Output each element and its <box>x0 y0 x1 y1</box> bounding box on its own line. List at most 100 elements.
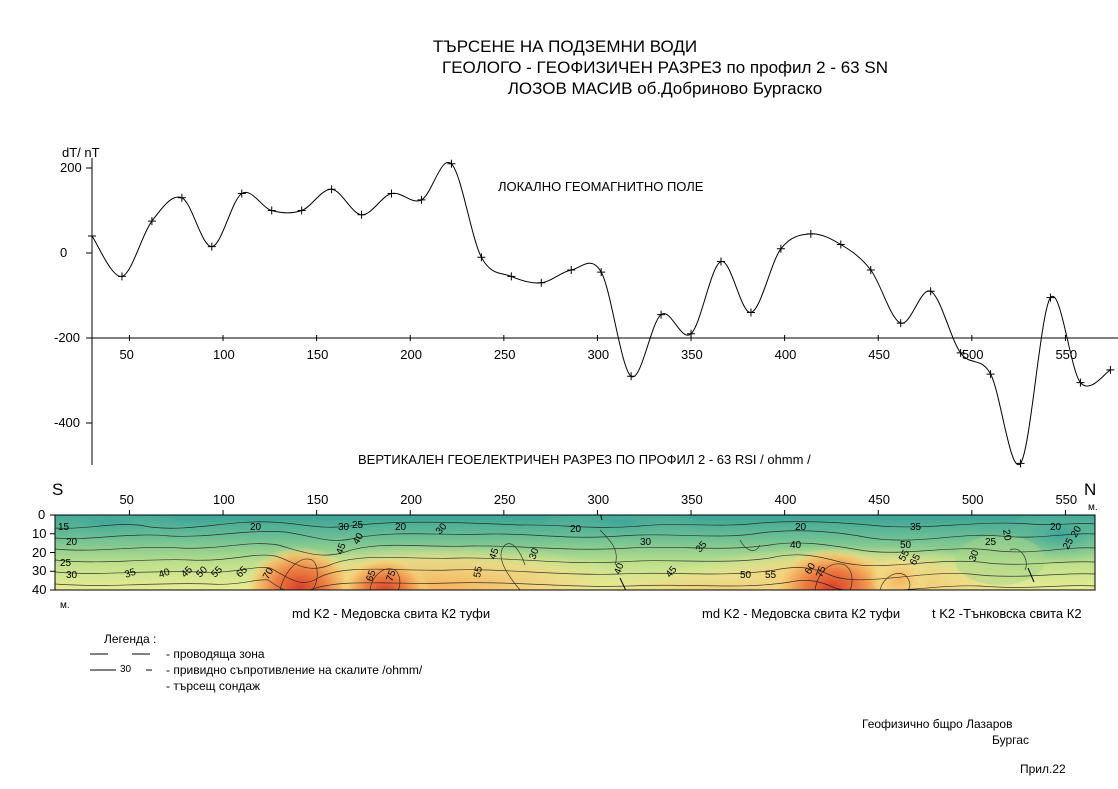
magnetic-point <box>447 159 456 168</box>
footer-city: Бургас <box>992 733 1029 747</box>
magnetic-point <box>537 278 546 287</box>
legend-item-resistivity: - привидно съпротивление на скалите /ohm… <box>166 663 423 677</box>
svg-text:40: 40 <box>612 561 626 576</box>
svg-text:40: 40 <box>157 567 172 581</box>
legend-item-borehole: - търсещ сондаж <box>166 679 261 693</box>
svg-text:20: 20 <box>1069 524 1084 540</box>
formation-label-2: md K2 - Медовска свита К2 туфи <box>702 606 901 621</box>
section-y-tick-label: 40 <box>32 582 47 597</box>
magnetic-point <box>567 266 576 274</box>
section-x-tick-label: 100 <box>213 492 235 507</box>
svg-text:30: 30 <box>338 522 350 533</box>
svg-text:20: 20 <box>1050 522 1062 533</box>
svg-text:40: 40 <box>351 531 366 547</box>
section-x-tick-label: 300 <box>587 492 610 507</box>
magnetic-point <box>1106 365 1115 374</box>
svg-text:20: 20 <box>795 522 807 533</box>
title-line-2: ГЕОЛОГО - ГЕОФИЗИЧЕН РАЗРЕЗ по профил 2 … <box>442 58 888 77</box>
section-title: ВЕРТИКАЛЕН ГЕОЕЛЕКТРИЧЕН РАЗРЕЗ ПО ПРОФИ… <box>358 452 811 467</box>
magnetic-x-tick-label: 300 <box>587 347 610 362</box>
footer-appendix: Прил.22 <box>1020 762 1066 776</box>
svg-text:30: 30 <box>967 548 981 563</box>
svg-text:65: 65 <box>364 568 378 583</box>
magnetic-x-tick-label: 250 <box>493 347 516 362</box>
svg-text:35: 35 <box>123 567 138 581</box>
magnetic-x-tick-label: 350 <box>681 347 703 362</box>
svg-text:60: 60 <box>803 561 818 577</box>
magnetic-point <box>776 244 785 253</box>
svg-text:50: 50 <box>900 540 912 551</box>
footer-org: Геофизично бщро Лазаров <box>862 717 1013 731</box>
svg-text:20: 20 <box>66 537 78 548</box>
magnetic-point <box>417 195 426 204</box>
svg-text:25: 25 <box>985 537 997 548</box>
svg-text:45: 45 <box>334 541 348 556</box>
magnetic-point <box>597 268 606 277</box>
svg-text:20: 20 <box>570 524 582 535</box>
legend-item-conductive: - проводяща зона <box>166 647 265 661</box>
svg-text:15: 15 <box>58 522 70 533</box>
section-x-tick-label: 450 <box>868 492 890 507</box>
section-y-tick-label: 0 <box>38 507 46 522</box>
magnetic-point <box>806 229 815 238</box>
section-x-tick-label: 150 <box>306 492 329 507</box>
svg-text:65: 65 <box>908 552 923 568</box>
magnetic-point <box>986 370 995 379</box>
magnetic-point <box>896 319 905 328</box>
magnetic-x-tick-label: 100 <box>213 347 235 362</box>
title-line-3: ЛОЗОВ МАСИВ об.Добриново Бургаско <box>507 79 823 98</box>
legend-contour-sample: 30 <box>120 664 132 675</box>
svg-text:40: 40 <box>790 540 802 551</box>
magnetic-point <box>716 257 725 266</box>
resistivity-section: 15 20 25 30 35 40 45 50 55 65 70 20 30 2… <box>55 515 1095 590</box>
section-ticks <box>50 510 1066 591</box>
magnetic-x-tick-label: 200 <box>400 347 422 362</box>
magnetic-y-tick-label: -400 <box>54 415 81 430</box>
magnetic-point <box>956 348 965 357</box>
svg-text:30: 30 <box>527 546 541 561</box>
magnetic-ylabel: dT/ nT <box>62 145 100 160</box>
svg-text:25: 25 <box>352 520 364 531</box>
svg-text:75: 75 <box>814 564 828 579</box>
magnetic-point <box>657 310 666 319</box>
section-y-tick-label: 30 <box>32 563 47 579</box>
magnetic-x-tick-label: 400 <box>774 347 797 362</box>
magnetic-point <box>477 253 486 262</box>
section-x-unit: м. <box>1088 502 1098 513</box>
svg-text:20: 20 <box>250 522 262 533</box>
magnetic-point <box>147 217 156 226</box>
magnetic-point <box>627 372 636 381</box>
formation-label-3: t K2 -Тънковска свита К2 <box>932 606 1082 621</box>
section-y-tick-label: 10 <box>32 525 47 541</box>
magnetic-point <box>88 232 96 240</box>
magnetic-axes <box>91 158 1118 465</box>
magnetic-point <box>387 189 396 198</box>
section-x-tick-label: 50 <box>119 492 134 507</box>
magnetic-x-tick-label: 550 <box>1055 347 1078 362</box>
magnetic-point <box>327 185 336 194</box>
magnetic-x-tick-label: 150 <box>306 347 329 362</box>
magnetic-x-tick-label: 500 <box>961 347 984 362</box>
svg-text:55: 55 <box>472 565 485 578</box>
legend-title: Легенда : <box>104 632 157 646</box>
magnetic-point <box>117 272 126 281</box>
svg-text:55: 55 <box>897 548 912 564</box>
magnetic-point <box>1076 378 1085 387</box>
section-x-tick-label: 350 <box>681 492 703 507</box>
magnetic-y-tick-label: 200 <box>60 160 82 175</box>
section-x-tick-label: 400 <box>774 492 797 507</box>
magnetic-point <box>357 210 366 219</box>
magnetic-point <box>507 272 516 281</box>
section-y-tick-label: 20 <box>32 544 47 560</box>
magnetic-x-tick-label: 50 <box>119 347 134 362</box>
magnetic-point <box>237 189 246 198</box>
magnetic-series-line <box>91 161 1111 466</box>
section-x-tick-label: 200 <box>400 492 422 507</box>
magnetic-points <box>88 159 1115 468</box>
svg-text:75: 75 <box>384 568 398 583</box>
section-y-unit: м. <box>60 600 70 611</box>
magnetic-point <box>267 206 276 215</box>
svg-text:30: 30 <box>66 570 78 581</box>
magnetic-point <box>1046 293 1055 302</box>
